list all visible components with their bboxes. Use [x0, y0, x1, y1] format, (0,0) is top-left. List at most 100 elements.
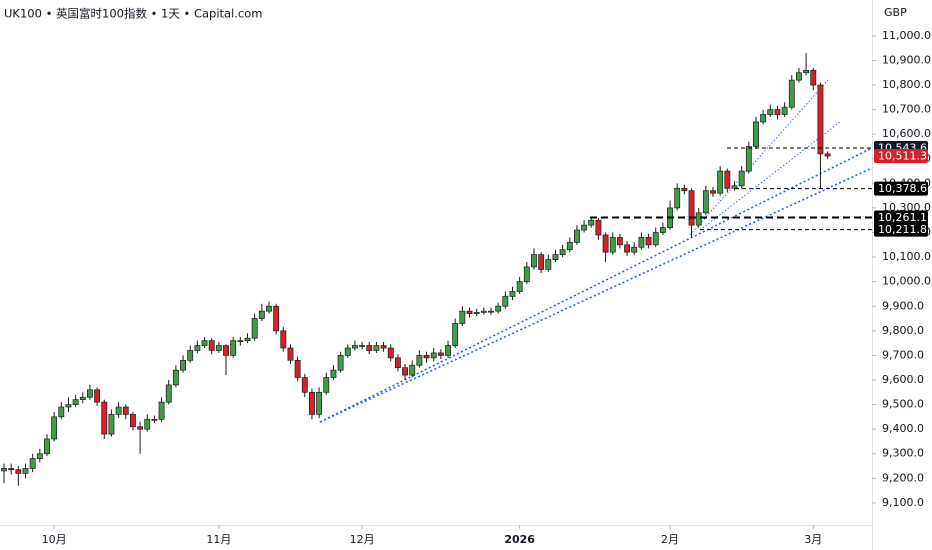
price-label: 10,378.6 [878, 182, 927, 195]
price-label: 10,261.1 [878, 211, 927, 224]
candle-body [244, 337, 251, 342]
candle-body [817, 84, 824, 155]
candle-body [22, 468, 29, 474]
y-tick-label: 9,500.0 [882, 398, 924, 411]
candle-body [502, 296, 509, 307]
candle-body [638, 237, 645, 248]
candle-body [36, 453, 43, 459]
candle-body [230, 340, 237, 356]
candle-body [87, 389, 93, 398]
price-label-box [874, 210, 928, 225]
candle-body [695, 212, 702, 226]
y-tick-label: 9,400.0 [882, 422, 924, 435]
y-tick-label: 10,900.0 [882, 53, 931, 66]
y-tick-label: 9,900.0 [882, 299, 924, 312]
y-tick-label: 10,800.0 [882, 78, 931, 91]
candle-body [394, 357, 401, 369]
candle-body [774, 109, 781, 115]
candle-body [595, 219, 602, 236]
trendline [689, 79, 829, 236]
candle-body [201, 340, 208, 346]
candle-body [738, 170, 745, 187]
candle-body [602, 234, 609, 253]
price-label-box [874, 222, 928, 237]
candle-body [337, 355, 344, 371]
candle-body [753, 121, 759, 147]
candle-body [165, 384, 172, 403]
candle-body [330, 369, 337, 378]
candle-body [538, 254, 545, 270]
candle-body [473, 312, 480, 314]
candle-body [495, 305, 502, 312]
candle-body [631, 246, 638, 253]
candle-body [151, 418, 158, 421]
y-tick-label: 9,600.0 [882, 373, 924, 386]
candle-body [760, 114, 767, 123]
candle-body [108, 414, 115, 435]
candle-body [459, 310, 466, 324]
y-tick-label: 9,200.0 [882, 471, 924, 484]
x-tick-label: 2月 [661, 533, 679, 546]
candle-body [65, 404, 72, 408]
x-tick-label: 11月 [206, 533, 231, 546]
candle-body [724, 170, 731, 189]
candle-body [531, 254, 537, 268]
chart-title: UK100 • 英国富时100指数 • 1天 • Capital.com [4, 7, 263, 21]
candle-body [824, 153, 831, 157]
candle-body [516, 281, 523, 292]
candle-body [523, 266, 530, 283]
candle-body [352, 345, 358, 349]
candle-body [416, 355, 423, 366]
candle-body [688, 190, 695, 226]
candle-body [767, 109, 774, 115]
y-tick-label: 9,800.0 [882, 324, 924, 337]
y-tick-label: 10,000.0 [882, 275, 931, 288]
candle-body [552, 254, 559, 260]
y-tick-label: 9,700.0 [882, 348, 924, 361]
candle-body [58, 406, 65, 418]
candle-body [51, 416, 58, 440]
candle-body [581, 224, 588, 231]
x-tick-label: 12月 [350, 533, 375, 546]
trendlines [319, 79, 873, 423]
candle-body [8, 468, 15, 471]
y-tick-label: 11,000.0 [882, 29, 931, 42]
y-tick-label: 10,600.0 [882, 127, 931, 140]
candle-body [79, 396, 86, 400]
candle-body [452, 323, 459, 346]
candle-body [251, 318, 258, 339]
candle-body [745, 146, 752, 172]
x-tick-label: 3月 [804, 533, 822, 546]
candle-body [101, 401, 108, 435]
candle-body [659, 227, 666, 233]
candle-body [566, 241, 573, 251]
candle-body [137, 426, 144, 430]
candle-body [44, 438, 50, 455]
candle-body [129, 414, 136, 428]
price-label-box [874, 149, 928, 164]
candle-body [702, 190, 709, 214]
candle-body [359, 345, 366, 347]
y-tick-label: 10,700.0 [882, 103, 931, 116]
candle-body [237, 340, 244, 343]
candle-body [172, 369, 179, 386]
candle-body [609, 237, 616, 253]
candle-body [788, 79, 795, 108]
candle-body [559, 249, 566, 255]
candle-body [480, 310, 487, 313]
candle-body [122, 406, 129, 415]
candle-body [717, 170, 724, 194]
candle-body [387, 347, 394, 359]
candle-body [287, 347, 294, 361]
candle-body [681, 187, 688, 192]
candle-body [803, 69, 810, 74]
candle-body [72, 399, 79, 405]
candles [1, 53, 831, 486]
candle-body [466, 310, 473, 314]
candle-body [344, 347, 351, 356]
candle-body [158, 401, 165, 420]
candle-body [574, 229, 580, 243]
candle-body [258, 310, 265, 319]
candle-body [423, 355, 430, 359]
